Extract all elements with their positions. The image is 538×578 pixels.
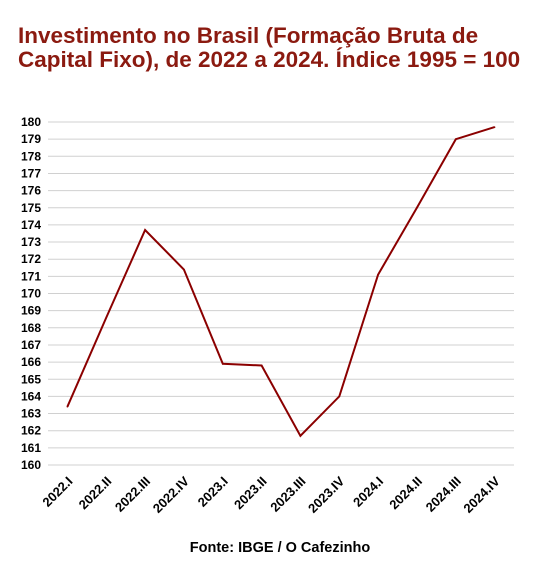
y-tick-label-162: 162 xyxy=(21,424,41,438)
y-tick-label-161: 161 xyxy=(21,441,41,455)
source-note: Fonte: IBGE / O Cafezinho xyxy=(189,540,371,556)
y-tick-label-180: 180 xyxy=(21,115,41,129)
y-tick-label-160: 160 xyxy=(21,458,41,472)
data-point-0-2 xyxy=(144,229,146,231)
x-tick-label-9: 2024.II xyxy=(386,474,425,513)
data-point-0-1 xyxy=(105,316,108,319)
data-point-0-6 xyxy=(299,435,302,437)
x-tick-label-8: 2024.I xyxy=(350,474,386,510)
x-tick-label-6: 2023.III xyxy=(267,474,308,515)
x-tick-label-0: 2022.I xyxy=(39,474,75,510)
y-tick-label-163: 163 xyxy=(21,407,41,421)
y-tick-label-173: 173 xyxy=(21,235,41,249)
x-tick-label-7: 2023.IV xyxy=(305,473,348,516)
data-point-0-9 xyxy=(416,206,418,209)
y-tick-label-177: 177 xyxy=(21,166,41,180)
x-tick-label-11: 2024.IV xyxy=(460,473,503,516)
y-tick-label-167: 167 xyxy=(21,338,41,352)
y-tick-label-175: 175 xyxy=(21,201,41,215)
x-tick-label-3: 2022.IV xyxy=(150,473,193,516)
data-point-0-4 xyxy=(221,363,224,365)
chart-title: Investimento no Brasil (Formação Bruta d… xyxy=(18,23,521,72)
y-tick-label-168: 168 xyxy=(21,321,41,335)
data-point-0-7 xyxy=(338,395,341,398)
x-tick-label-1: 2022.II xyxy=(76,474,115,513)
data-point-0-3 xyxy=(183,268,185,271)
y-tick-label-164: 164 xyxy=(21,389,41,403)
series-layer xyxy=(66,126,496,438)
data-point-0-8 xyxy=(377,273,379,276)
x-tick-label-10: 2024.III xyxy=(423,474,464,515)
y-tick-label-174: 174 xyxy=(21,218,41,232)
y-tick-label-176: 176 xyxy=(21,184,41,198)
y-tick-label-171: 171 xyxy=(21,269,41,283)
series-line-0 xyxy=(66,126,495,438)
y-tick-label-179: 179 xyxy=(21,132,41,146)
x-tick-label-5: 2023.II xyxy=(231,474,270,513)
y-tick-label-169: 169 xyxy=(21,304,41,318)
y-tick-label-166: 166 xyxy=(21,355,41,369)
data-point-0-11 xyxy=(493,126,496,128)
x-tick-label-4: 2023.I xyxy=(195,474,231,510)
gridlines xyxy=(48,121,514,466)
y-axis-tick-labels: 160 161 162 163 164 165 166 167 168 169 170 171 172 1… xyxy=(21,115,41,472)
data-point-0-5 xyxy=(260,364,263,367)
y-tick-label-172: 172 xyxy=(21,252,41,266)
data-point-0-10 xyxy=(454,138,457,140)
y-tick-label-170: 170 xyxy=(21,287,41,301)
y-tick-label-165: 165 xyxy=(21,372,41,386)
x-tick-label-2: 2022.III xyxy=(112,474,153,515)
data-point-0-0 xyxy=(66,405,69,408)
y-tick-label-178: 178 xyxy=(21,149,41,163)
